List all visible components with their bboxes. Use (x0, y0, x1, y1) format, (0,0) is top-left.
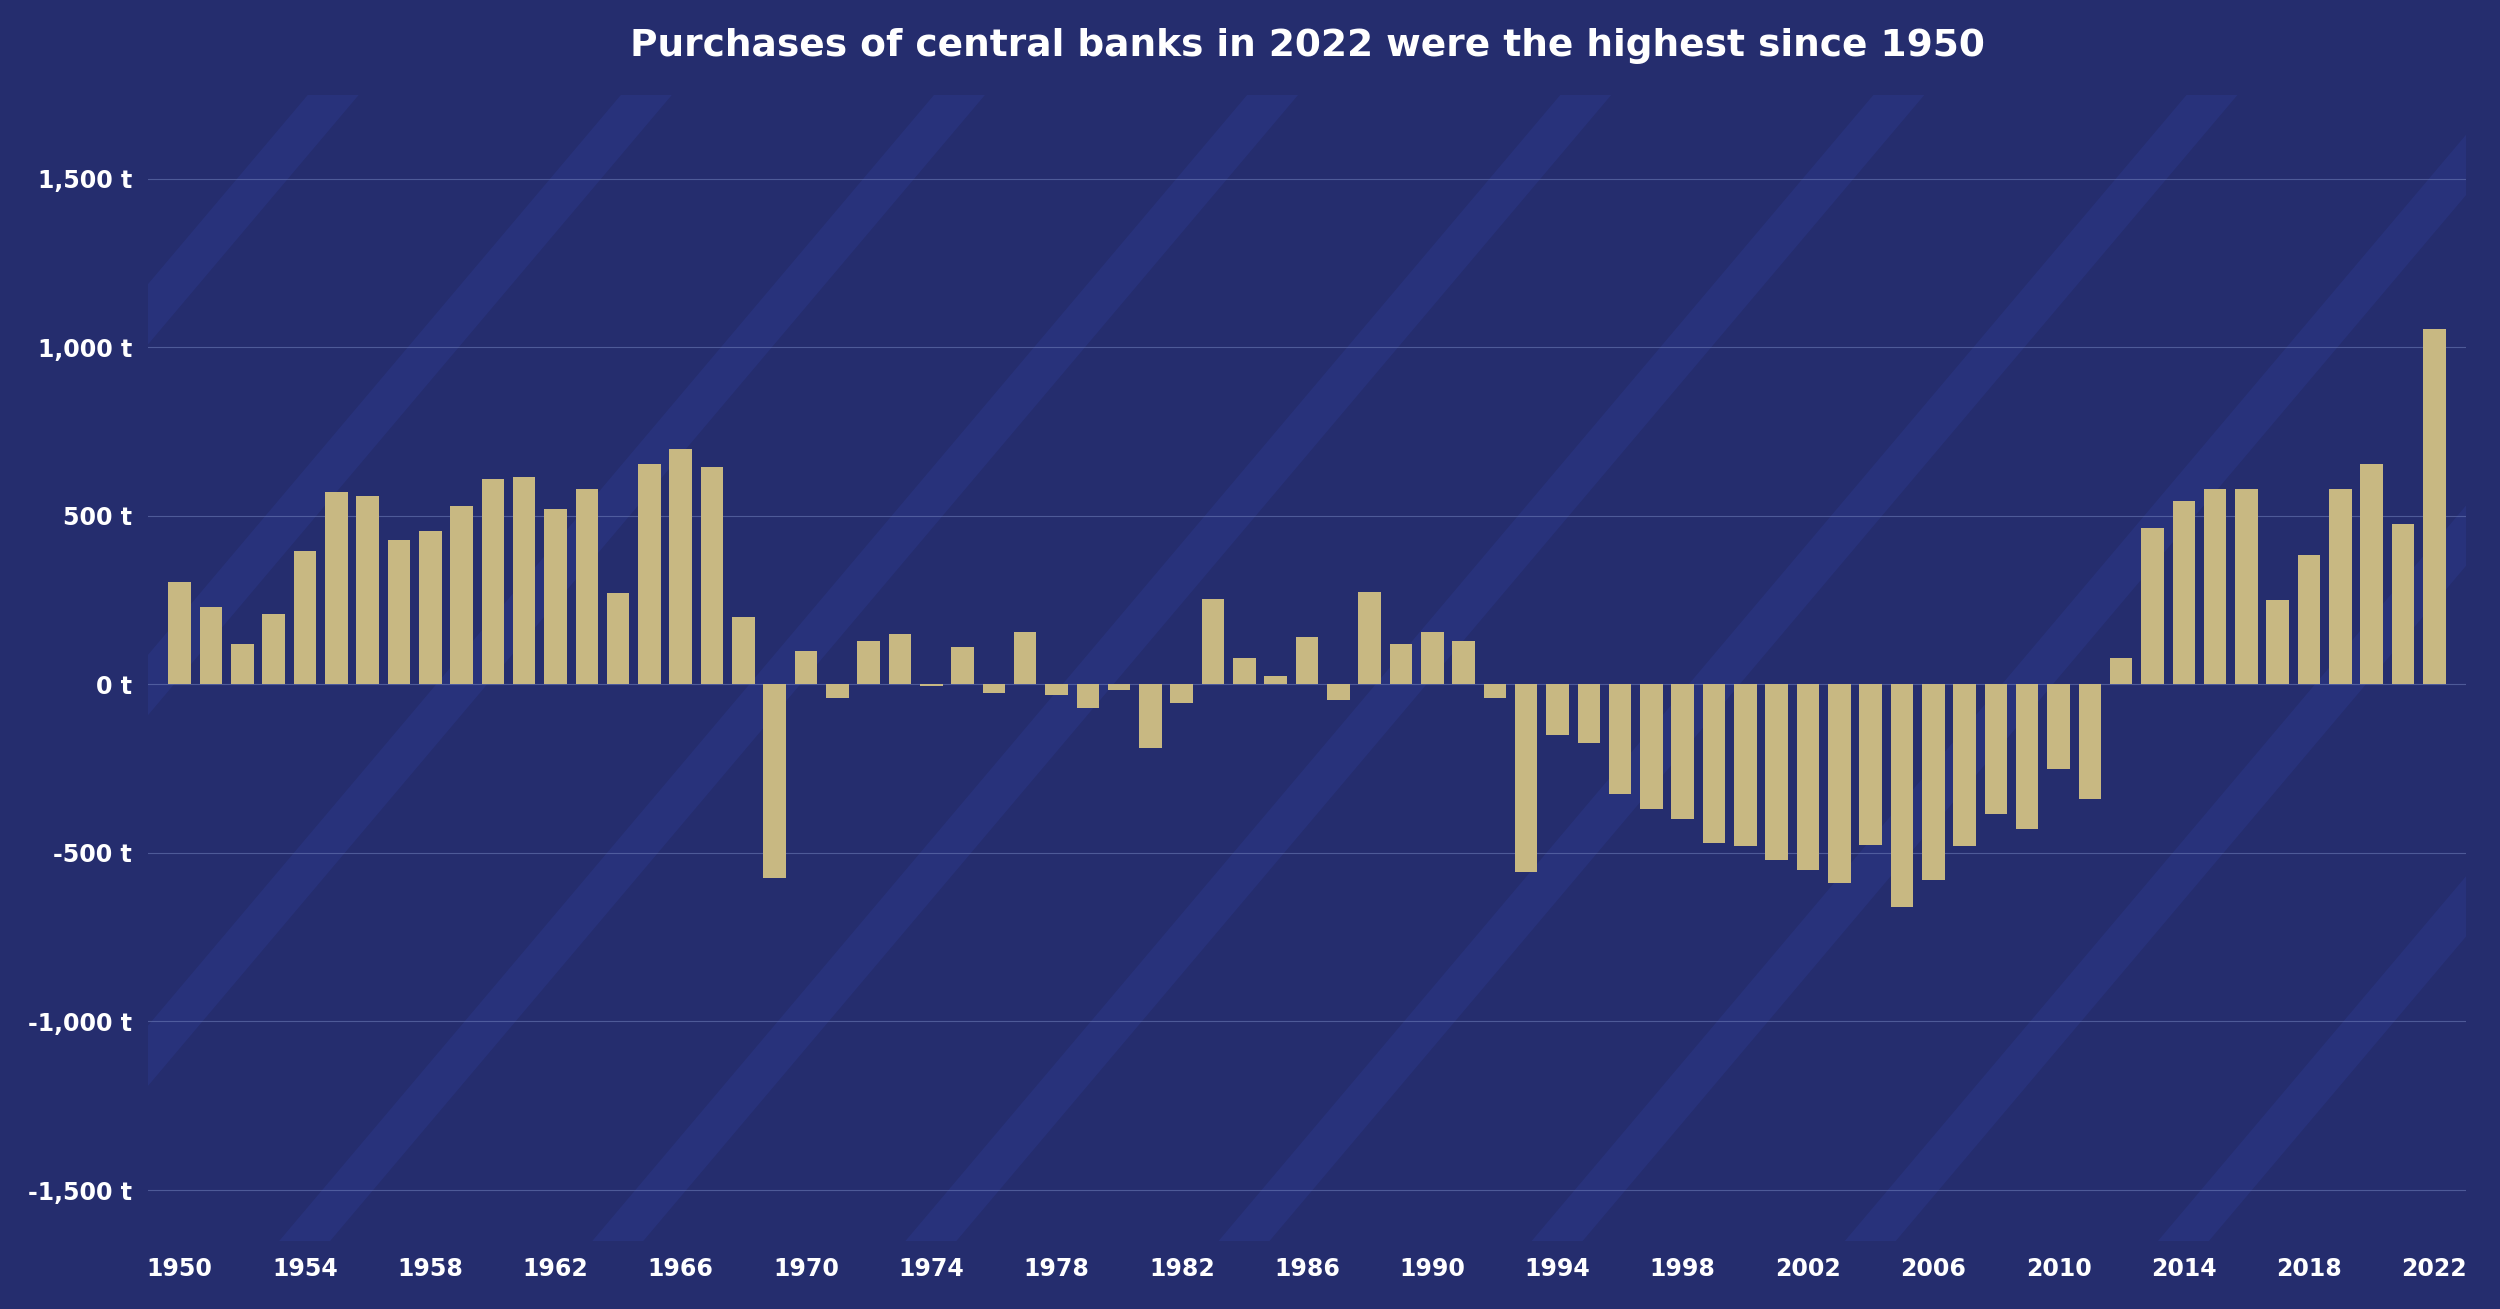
Bar (638, 463, 660, 685)
Bar (1860, 685, 1882, 844)
Bar (952, 648, 975, 685)
Bar (1952, 685, 1975, 846)
Bar (732, 617, 755, 685)
Bar (1295, 637, 1318, 685)
Bar (1672, 685, 1695, 819)
Title: Purchases of central banks in 2022 were the highest since 1950: Purchases of central banks in 2022 were … (630, 27, 1985, 64)
Bar (545, 509, 568, 685)
Bar (1640, 685, 1662, 809)
Bar (2392, 525, 2415, 685)
Bar (670, 449, 692, 685)
Bar (1420, 632, 1442, 685)
Bar (2422, 329, 2445, 685)
Bar (357, 496, 380, 685)
Bar (2015, 685, 2038, 830)
Bar (200, 607, 222, 685)
Bar (1703, 685, 1725, 843)
Bar (1985, 685, 2008, 814)
Bar (1045, 685, 1068, 695)
Bar (2360, 463, 2382, 685)
Bar (292, 551, 318, 685)
Bar (388, 539, 410, 685)
Bar (1078, 685, 1100, 708)
Bar (1015, 632, 1038, 685)
Bar (450, 505, 472, 685)
Bar (575, 490, 598, 685)
Bar (608, 593, 630, 685)
Bar (2235, 490, 2258, 685)
Bar (482, 479, 505, 685)
Bar (1735, 685, 1757, 846)
Bar (230, 644, 253, 685)
Bar (1890, 685, 1912, 907)
Bar (1328, 685, 1350, 699)
Bar (2330, 490, 2352, 685)
Bar (325, 492, 348, 685)
Bar (1545, 685, 1570, 736)
Bar (1765, 685, 1788, 860)
Bar (420, 531, 442, 685)
Bar (1140, 685, 1162, 749)
Bar (858, 640, 880, 685)
Bar (1390, 644, 1412, 685)
Bar (1828, 685, 1850, 884)
Bar (825, 685, 848, 698)
Bar (795, 651, 818, 685)
Bar (1610, 685, 1632, 795)
Bar (2140, 528, 2162, 685)
Bar (1798, 685, 1820, 869)
Bar (2047, 685, 2070, 768)
Bar (1202, 598, 1225, 685)
Bar (700, 467, 722, 685)
Bar (2205, 490, 2228, 685)
Bar (1452, 640, 1475, 685)
Bar (888, 634, 910, 685)
Bar (168, 581, 190, 685)
Bar (1578, 685, 1600, 744)
Bar (762, 685, 785, 878)
Bar (1265, 675, 1288, 685)
Bar (512, 478, 535, 685)
Bar (2110, 657, 2132, 685)
Bar (1515, 685, 1538, 872)
Bar (1922, 685, 1945, 880)
Bar (1232, 657, 1255, 685)
Bar (1482, 685, 1505, 698)
Bar (2268, 601, 2290, 685)
Bar (1170, 685, 1192, 703)
Bar (2172, 501, 2195, 685)
Bar (982, 685, 1005, 692)
Bar (1108, 685, 1130, 690)
Bar (2298, 555, 2320, 685)
Bar (1358, 592, 1380, 685)
Bar (920, 685, 942, 686)
Bar (262, 614, 285, 685)
Bar (2078, 685, 2100, 798)
